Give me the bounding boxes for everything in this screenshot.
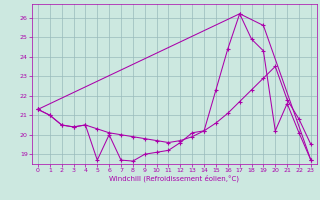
X-axis label: Windchill (Refroidissement éolien,°C): Windchill (Refroidissement éolien,°C) <box>109 175 239 182</box>
